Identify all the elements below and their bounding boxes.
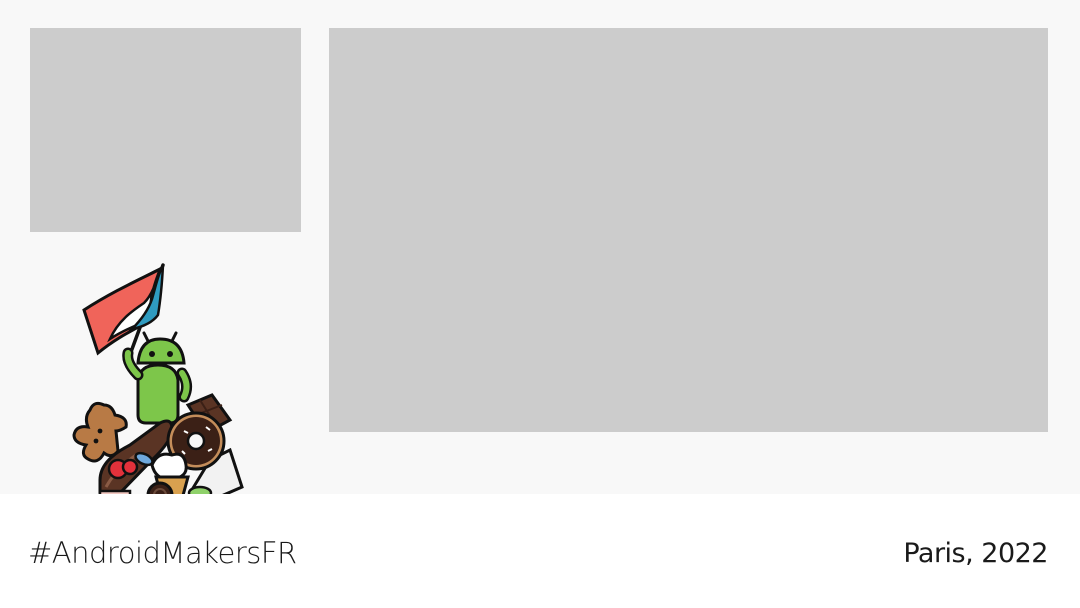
footer-bar [0,494,1080,608]
android-mascot-on-sweets-with-flag-icon [72,263,244,509]
android-body [136,363,180,425]
screen-share-placeholder [329,28,1048,432]
event-location-year: Paris, 2022 [903,538,1048,569]
camera-placeholder [30,28,301,232]
jelly-bean-blue [134,451,154,467]
android-head [136,337,186,365]
ice-cream [150,452,188,481]
event-hashtag: #AndroidMakersFR [28,536,297,570]
flag-blue [128,264,165,332]
